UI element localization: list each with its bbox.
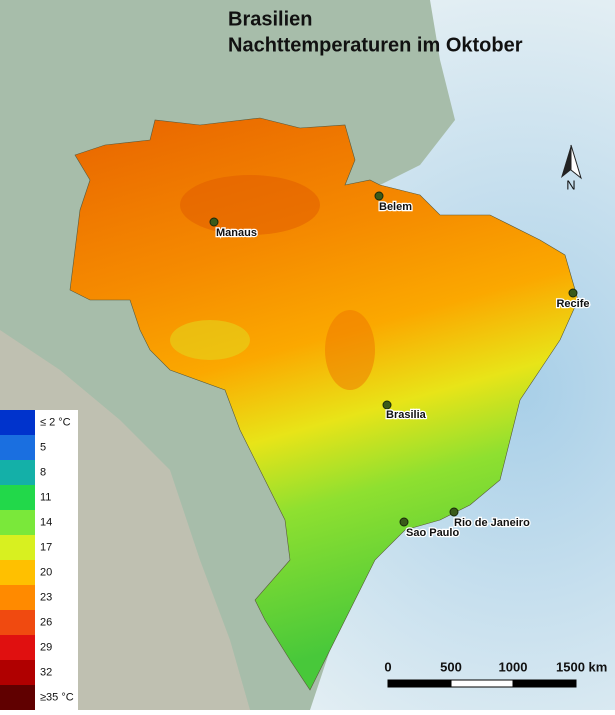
scale-segment	[450, 679, 514, 688]
legend-swatch	[0, 535, 35, 561]
legend-swatch	[0, 660, 35, 686]
scale-segment	[387, 679, 452, 688]
title: Nachttemperaturen im Oktober	[228, 34, 523, 56]
legend-label: 5	[40, 441, 46, 453]
city-label: Rio de Janeiro	[454, 517, 530, 529]
north-label: N	[566, 177, 575, 192]
scale-label: 0	[384, 659, 391, 674]
warm-area	[325, 310, 375, 390]
legend-swatch	[0, 435, 35, 461]
city-label: Sao Paulo	[406, 527, 459, 539]
legend-swatch	[0, 410, 35, 436]
legend-label: 23	[40, 591, 52, 603]
scale-label: 1500 km	[556, 659, 607, 674]
legend-swatch	[0, 560, 35, 586]
title: Brasilien	[228, 8, 312, 30]
legend-swatch	[0, 635, 35, 661]
city-dot	[449, 507, 459, 517]
city-label: Recife	[556, 298, 589, 310]
city-dot	[382, 400, 392, 410]
legend-label: 32	[40, 666, 52, 678]
legend-swatch	[0, 685, 35, 711]
legend-swatch	[0, 585, 35, 611]
scale-segment	[512, 679, 577, 688]
cool-area	[170, 320, 250, 360]
legend-swatch	[0, 610, 35, 636]
city-label: Brasilia	[386, 409, 427, 421]
legend-swatch	[0, 460, 35, 486]
scale-label: 1000	[499, 659, 528, 674]
city-label: Belem	[379, 201, 412, 213]
legend-label: 20	[40, 566, 52, 578]
legend-label: 8	[40, 466, 46, 478]
legend-label: 26	[40, 616, 52, 628]
legend-label: ≥35 °C	[40, 691, 74, 703]
legend-label: 17	[40, 541, 52, 553]
legend-swatch	[0, 510, 35, 536]
legend-label: 14	[40, 516, 52, 528]
city-dot	[374, 191, 384, 201]
scale-label: 500	[440, 659, 462, 674]
city-dot	[209, 217, 219, 227]
legend-swatch	[0, 485, 35, 511]
city-dot	[568, 288, 578, 298]
legend-label: ≤ 2 °C	[40, 416, 71, 428]
legend-label: 11	[40, 491, 51, 503]
legend-label: 29	[40, 641, 52, 653]
north-arrow: N	[561, 144, 582, 192]
city-label: Manaus	[216, 227, 257, 239]
city-dot	[399, 517, 409, 527]
